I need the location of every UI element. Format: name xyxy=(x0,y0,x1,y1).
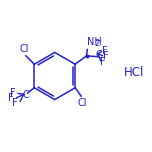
Text: Cl: Cl xyxy=(19,44,29,54)
Text: NH: NH xyxy=(87,37,102,47)
Text: F: F xyxy=(12,98,18,107)
Text: F: F xyxy=(103,51,109,61)
Text: F: F xyxy=(102,46,108,56)
Text: F: F xyxy=(10,88,15,98)
Text: HCl: HCl xyxy=(124,66,144,79)
Text: F: F xyxy=(9,93,14,103)
Text: Cl: Cl xyxy=(77,98,87,108)
Text: 2: 2 xyxy=(95,39,100,48)
Text: C: C xyxy=(22,90,29,100)
Text: F: F xyxy=(100,57,105,67)
Text: C: C xyxy=(96,50,103,60)
